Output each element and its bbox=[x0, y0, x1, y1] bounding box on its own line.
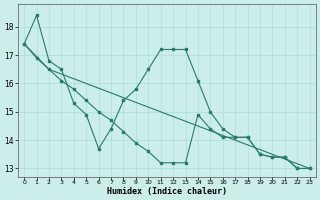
X-axis label: Humidex (Indice chaleur): Humidex (Indice chaleur) bbox=[107, 187, 227, 196]
